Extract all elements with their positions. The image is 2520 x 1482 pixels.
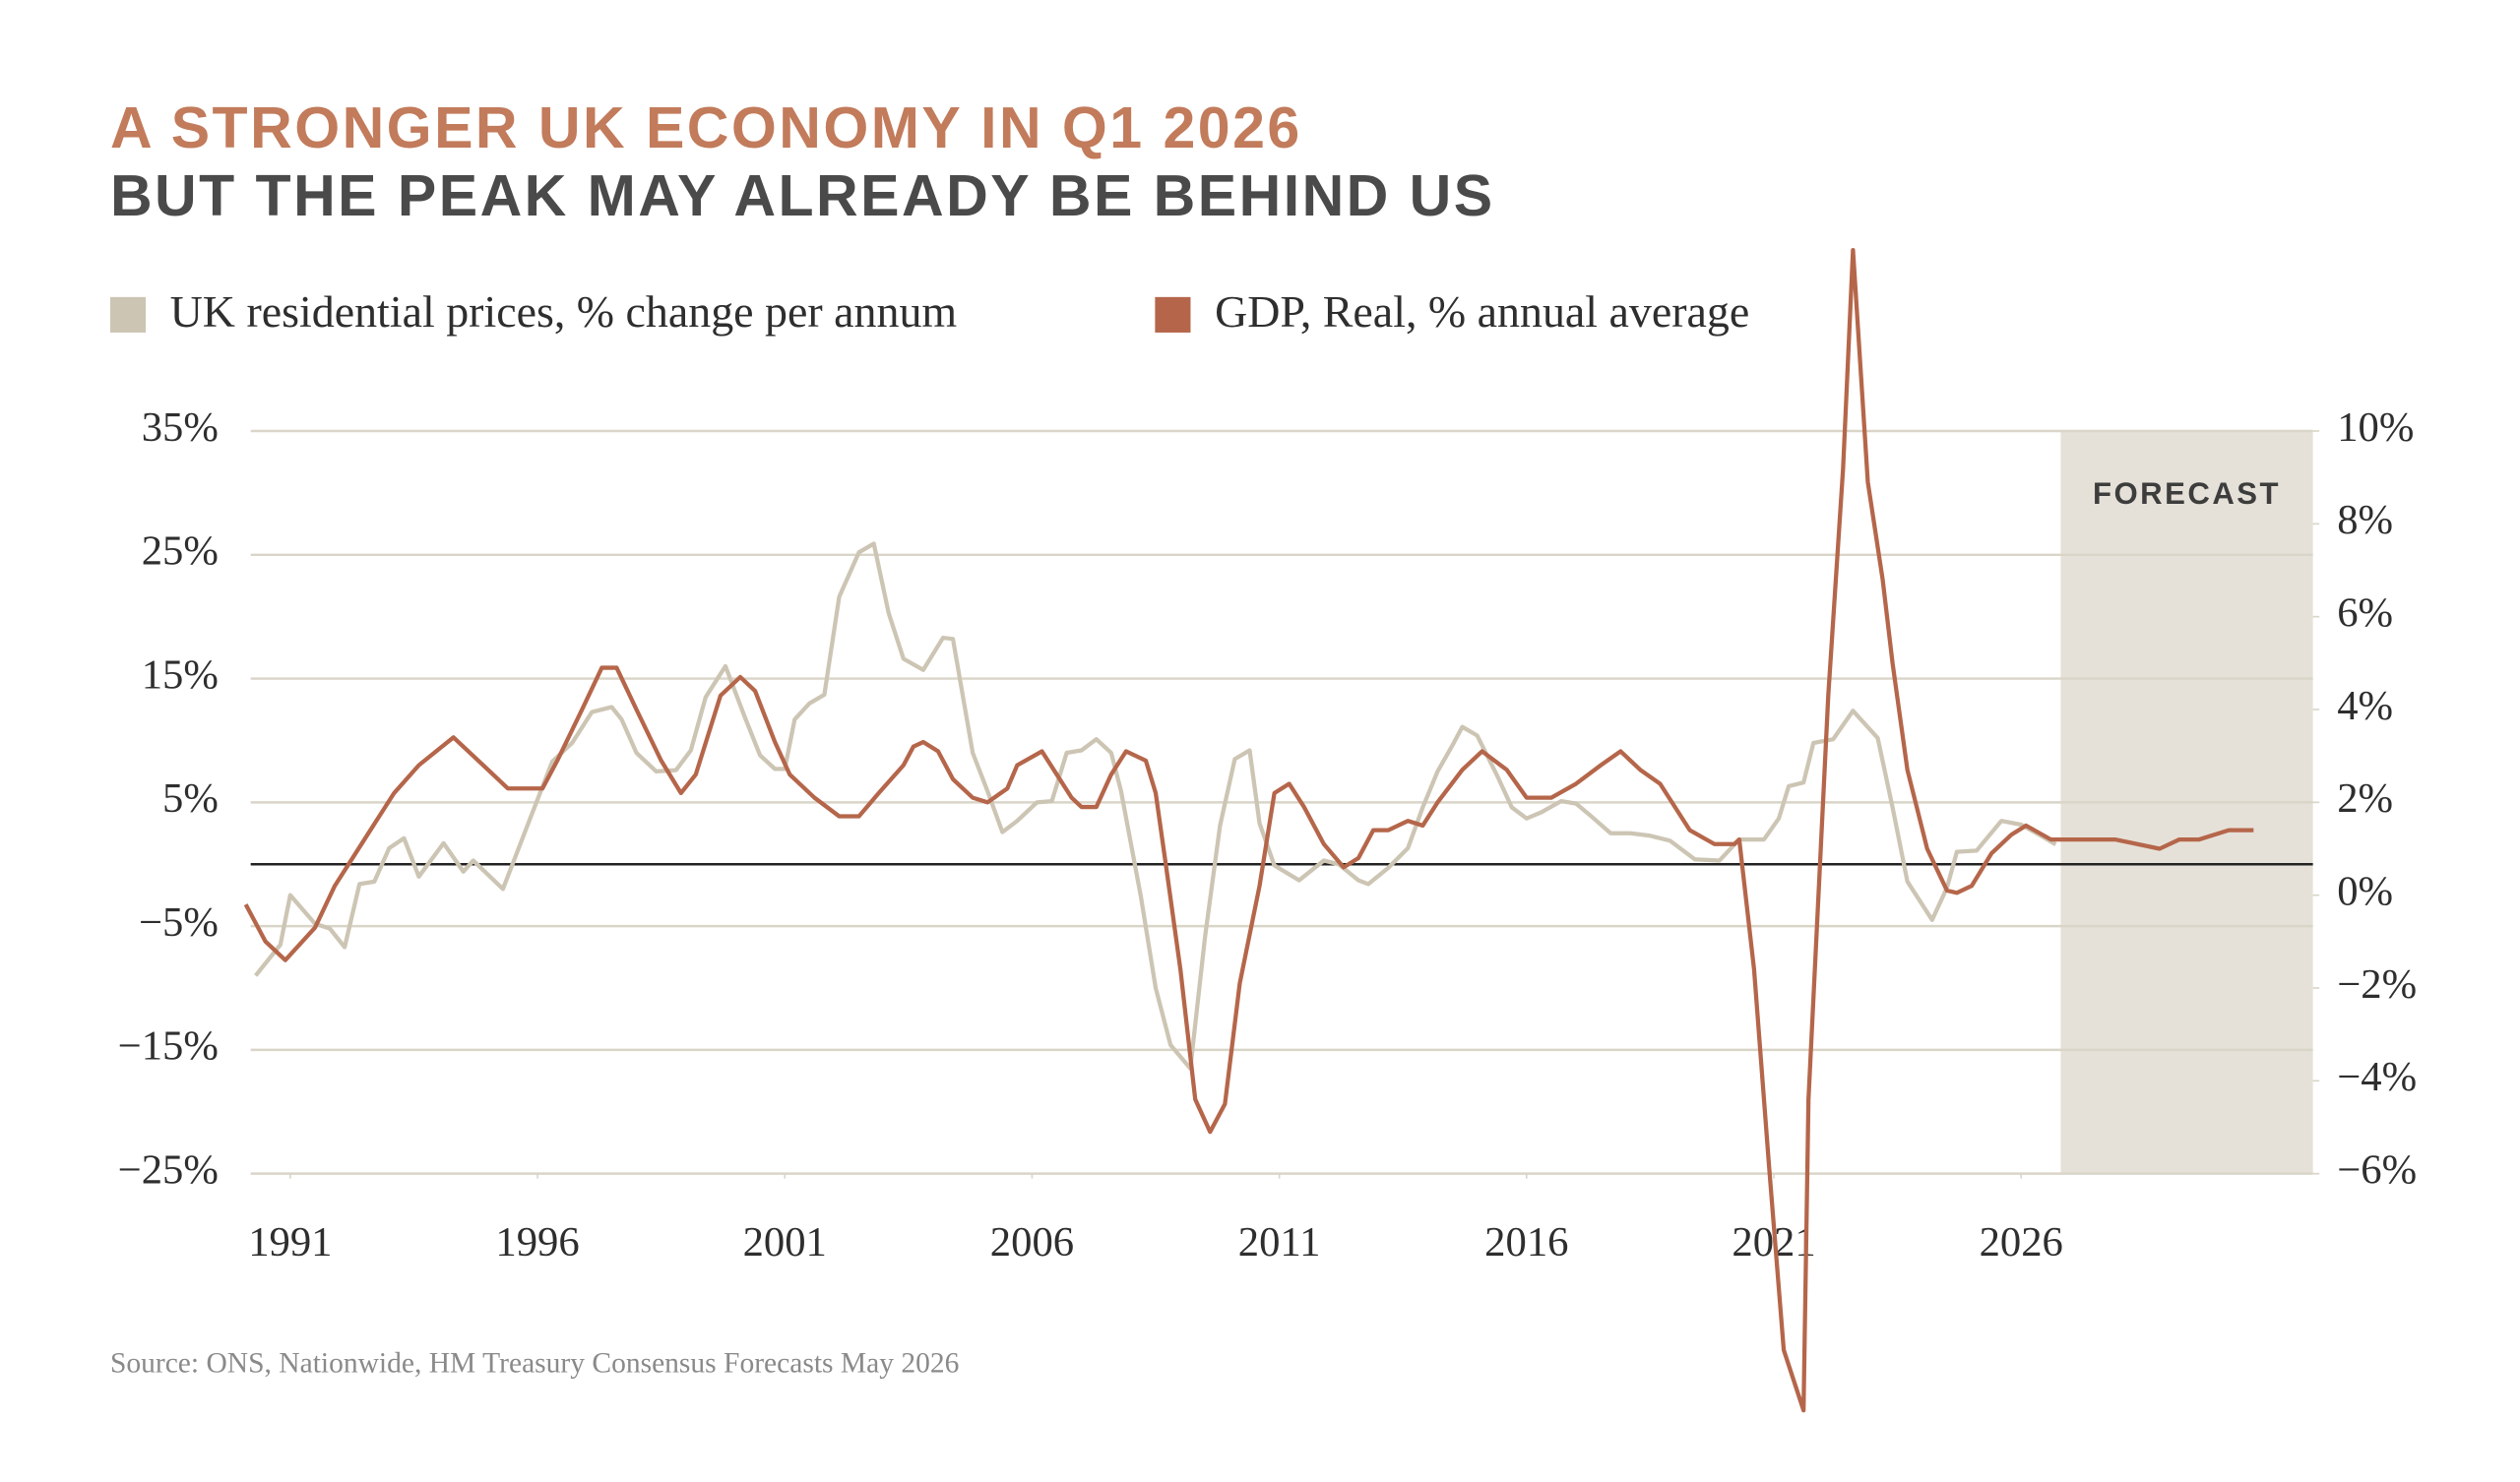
x-tick-label: 1991 — [248, 1219, 332, 1266]
x-tick-label: 2001 — [743, 1219, 827, 1266]
y2-tick-label: 6% — [2337, 589, 2393, 636]
y-tick-label: −5% — [139, 899, 219, 946]
y2-tick-label: −2% — [2337, 961, 2417, 1008]
chart-subtitle: BUT THE PEAK MAY ALREADY BE BEHIND US — [110, 163, 1495, 228]
y2-tick-label: 4% — [2337, 683, 2393, 729]
data-line — [243, 247, 2254, 1413]
y-tick-label: −25% — [118, 1146, 219, 1193]
legend-swatch — [1155, 296, 1191, 333]
y2-tick-label: −4% — [2337, 1054, 2417, 1100]
y2-tick-label: 2% — [2337, 775, 2393, 822]
chart-title: A STRONGER UK ECONOMY IN Q1 2026 — [110, 95, 1302, 160]
x-tick-label: 2011 — [1238, 1219, 1321, 1266]
y2-tick-label: 0% — [2337, 868, 2393, 914]
y2-tick-label: 8% — [2337, 497, 2393, 543]
y2-tick-label: 10% — [2337, 404, 2414, 451]
x-tick-label: 2026 — [1980, 1219, 2063, 1266]
y-tick-label: 5% — [162, 775, 219, 822]
legend-label: UK residential prices, % change per annu… — [170, 286, 958, 337]
source-note: Source: ONS, Nationwide, HM Treasury Con… — [110, 1348, 959, 1380]
x-tick-label: 2016 — [1484, 1219, 1568, 1266]
y-tick-label: 35% — [142, 404, 219, 451]
y-tick-label: 15% — [142, 651, 219, 698]
legend-swatch — [109, 296, 147, 333]
y-tick-label: 25% — [142, 528, 219, 575]
y2-tick-label: −6% — [2337, 1146, 2417, 1193]
data-line — [254, 541, 2057, 1071]
x-tick-label: 1996 — [495, 1219, 579, 1266]
y-tick-label: −15% — [118, 1023, 219, 1070]
x-tick-label: 2006 — [990, 1219, 1074, 1266]
legend-label: GDP, Real, % annual average — [1215, 286, 1749, 337]
forecast-label: FORECAST — [2093, 476, 2281, 511]
